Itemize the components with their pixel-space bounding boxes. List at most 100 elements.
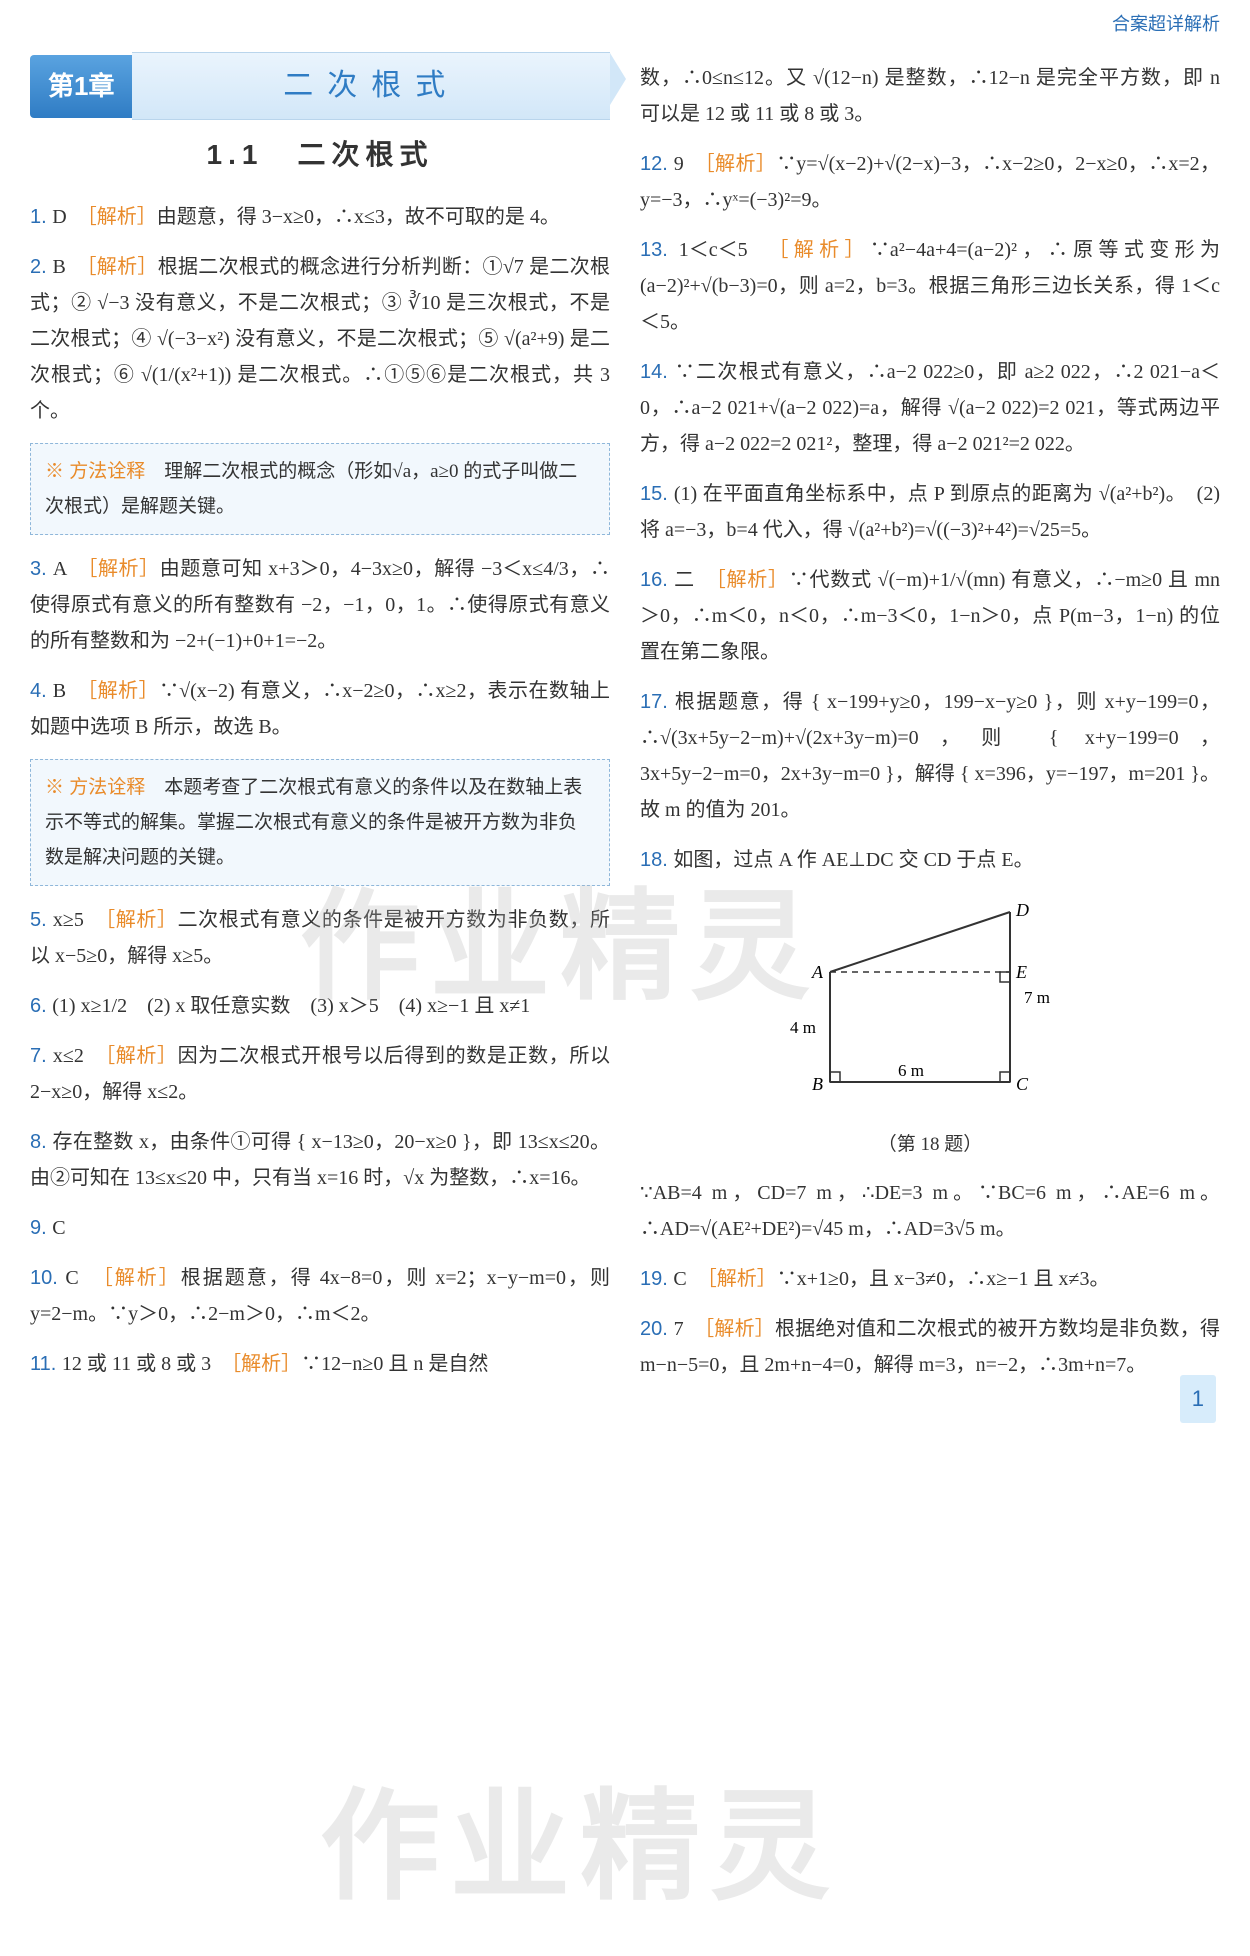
item-number: 1. <box>30 206 52 228</box>
item-body: (1) 在平面直角坐标系中，点 P 到原点的距离为 √(a²+b²)。 (2) … <box>640 483 1220 541</box>
item-body: ∵x+1≥0，且 x−3≠0，∴x≥−1 且 x≠3。 <box>777 1268 1110 1290</box>
item-body: 数，∴0≤n≤12。又 √(12−n) 是整数，∴12−n 是完全平方数，即 n… <box>640 67 1220 125</box>
solution-item: 3. A ［解析］由题意可知 x+3＞0，4−3x≥0，解得 −3＜x≤4/3，… <box>30 551 610 659</box>
item-number: 8. <box>30 1131 53 1153</box>
solution-item: 18. 如图，过点 A 作 AE⊥DC 交 CD 于点 E。 <box>640 842 1220 878</box>
item-number: 17. <box>640 691 675 713</box>
item-answer: B <box>53 680 87 702</box>
tip-box: 方法诠释 本题考查了二次根式有意义的条件以及在数轴上表示不等式的解集。掌握二次根… <box>30 759 610 886</box>
item-continuation: 数，∴0≤n≤12。又 √(12−n) 是整数，∴12−n 是完全平方数，即 n… <box>640 60 1220 132</box>
solution-item: 8. 存在整数 x，由条件①可得 { x−13≥0，20−x≥0 }，即 13≤… <box>30 1124 610 1196</box>
item-number: 11. <box>30 1353 62 1375</box>
item-answer: A <box>53 558 88 580</box>
solution-item: 6. (1) x≥1/2 (2) x 取任意实数 (3) x＞5 (4) x≥−… <box>30 988 610 1024</box>
solution-item: 15. (1) 在平面直角坐标系中，点 P 到原点的距离为 √(a²+b²)。 … <box>640 476 1220 548</box>
analysis-tag: ［解析］ <box>87 206 157 228</box>
item-number: 9. <box>30 1217 52 1239</box>
item-answer: 12 或 11 或 8 或 3 <box>62 1353 231 1375</box>
item-answer: x≥5 <box>53 909 105 931</box>
analysis-tag: ［解析］ <box>716 569 789 591</box>
right-column: 数，∴0≤n≤12。又 √(12−n) 是整数，∴12−n 是完全平方数，即 n… <box>640 60 1220 1396</box>
solution-item: 20. 7 ［解析］根据绝对值和二次根式的被开方数均是非负数，得 m−n−5=0… <box>640 1311 1220 1383</box>
solution-item: 10. C ［解析］根据题意，得 4x−8=0，则 x=2；x−y−m=0，则 … <box>30 1260 610 1332</box>
item-answer: 二 <box>674 569 716 591</box>
item-continuation: ∵AB=4 m，CD=7 m，∴DE=3 m。∵BC=6 m，∴AE=6 m。∴… <box>640 1175 1220 1247</box>
section-title: 1.1 二次根式 <box>30 130 610 180</box>
svg-text:D: D <box>1015 900 1029 920</box>
item-body: 由题意，得 3−x≥0，∴x≤3，故不可取的是 4。 <box>157 206 560 228</box>
right-item-list: 数，∴0≤n≤12。又 √(12−n) 是整数，∴12−n 是完全平方数，即 n… <box>640 60 1220 1382</box>
solution-item: 9. C <box>30 1210 610 1246</box>
item-number: 19. <box>640 1268 673 1290</box>
page-columns: 第1章 二次根式 1.1 二次根式 1. D ［解析］由题意，得 3−x≥0，∴… <box>0 40 1250 1436</box>
chapter-badge: 第1章 <box>30 55 132 118</box>
solution-item: 16. 二 ［解析］∵代数式 √(−m)+1/√(mn) 有意义，∴−m≥0 且… <box>640 562 1220 670</box>
item-answer: 1＜c＜5 <box>679 239 779 261</box>
item-answer: B <box>53 256 87 278</box>
item-body: 如图，过点 A 作 AE⊥DC 交 CD 于点 E。 <box>673 849 1033 871</box>
item-body: 根据题意，得 { x−199+y≥0，199−x−y≥0 }，则 x+y−199… <box>640 691 1220 821</box>
tip-box: 方法诠释 理解二次根式的概念（形如√a，a≥0 的式子叫做二次根式）是解题关键。 <box>30 443 610 535</box>
item-number: 2. <box>30 256 53 278</box>
item-number: 13. <box>640 239 679 261</box>
analysis-tag: ［解析］ <box>87 680 159 702</box>
left-column: 第1章 二次根式 1.1 二次根式 1. D ［解析］由题意，得 3−x≥0，∴… <box>30 60 610 1396</box>
item-number: 16. <box>640 569 674 591</box>
solution-item: 11. 12 或 11 或 8 或 3 ［解析］∵12−n≥0 且 n 是自然 <box>30 1346 610 1382</box>
figure-q18: A B C D E 4 m 7 m 6 m （第 18 题） <box>640 892 1220 1162</box>
svg-text:C: C <box>1016 1074 1029 1094</box>
page-number: 1 <box>1180 1375 1216 1423</box>
item-answer: C <box>52 1217 85 1239</box>
analysis-tag: ［解析］ <box>705 153 777 175</box>
item-body: ∵12−n≥0 且 n 是自然 <box>301 1353 488 1375</box>
item-body: (1) x≥1/2 (2) x 取任意实数 (3) x＞5 (4) x≥−1 且… <box>52 995 530 1017</box>
item-answer: D <box>52 206 86 228</box>
solution-item: 2. B ［解析］根据二次根式的概念进行分析判断：①√7 是二次根式；② √−3… <box>30 249 610 429</box>
svg-text:7 m: 7 m <box>1024 988 1050 1007</box>
watermark: 作业精灵 <box>320 1740 840 1956</box>
item-answer: 9 <box>674 153 705 175</box>
solution-item: 17. 根据题意，得 { x−199+y≥0，199−x−y≥0 }，则 x+y… <box>640 684 1220 828</box>
svg-text:E: E <box>1015 962 1027 982</box>
svg-text:B: B <box>812 1074 823 1094</box>
left-item-list: 1. D ［解析］由题意，得 3−x≥0，∴x≤3，故不可取的是 4。2. B … <box>30 199 610 1383</box>
analysis-tag: ［解析］ <box>105 1045 177 1067</box>
analysis-tag: ［解析］ <box>231 1353 301 1375</box>
analysis-tag: ［解析］ <box>778 239 870 261</box>
analysis-tag: ［解析］ <box>704 1318 775 1340</box>
solution-item: 7. x≤2 ［解析］因为二次根式开根号以后得到的数是正数，所以 2−x≥0，解… <box>30 1038 610 1110</box>
item-number: 6. <box>30 995 52 1017</box>
item-number: 20. <box>640 1318 674 1340</box>
solution-item: 12. 9 ［解析］∵y=√(x−2)+√(2−x)−3，∴x−2≥0，2−x≥… <box>640 146 1220 218</box>
item-body: 存在整数 x，由条件①可得 { x−13≥0，20−x≥0 }，即 13≤x≤2… <box>30 1131 610 1189</box>
item-body: ∵AB=4 m，CD=7 m，∴DE=3 m。∵BC=6 m，∴AE=6 m。∴… <box>640 1182 1220 1240</box>
item-number: 15. <box>640 483 674 505</box>
analysis-tag: ［解析］ <box>105 909 177 931</box>
tip-label: 方法诠释 <box>45 461 164 482</box>
item-number: 7. <box>30 1045 53 1067</box>
item-answer: C <box>673 1268 706 1290</box>
analysis-tag: ［解析］ <box>87 256 158 278</box>
svg-text:A: A <box>811 962 824 982</box>
item-body: 根据二次根式的概念进行分析判断：①√7 是二次根式；② √−3 没有意义，不是二… <box>30 256 610 422</box>
svg-text:4 m: 4 m <box>790 1018 816 1037</box>
item-number: 14. <box>640 361 675 383</box>
solution-item: 4. B ［解析］∵√(x−2) 有意义，∴x−2≥0，∴x≥2，表示在数轴上如… <box>30 673 610 745</box>
chapter-banner: 第1章 二次根式 <box>30 60 610 112</box>
svg-text:6 m: 6 m <box>898 1061 924 1080</box>
tip-label: 方法诠释 <box>45 777 164 798</box>
item-number: 3. <box>30 558 53 580</box>
item-number: 12. <box>640 153 674 175</box>
item-number: 4. <box>30 680 53 702</box>
item-answer: x≤2 <box>53 1045 105 1067</box>
item-number: 5. <box>30 909 53 931</box>
solution-item: 13. 1＜c＜5 ［解析］∵a²−4a+4=(a−2)²，∴原等式变形为 (a… <box>640 232 1220 340</box>
item-number: 18. <box>640 849 673 871</box>
analysis-tag: ［解析］ <box>707 1268 777 1290</box>
header-breadcrumb: 合案超详解析 <box>0 0 1250 40</box>
item-number: 10. <box>30 1267 65 1289</box>
figure-caption: （第 18 题） <box>640 1128 1220 1162</box>
solution-item: 1. D ［解析］由题意，得 3−x≥0，∴x≤3，故不可取的是 4。 <box>30 199 610 235</box>
chapter-title: 二次根式 <box>132 52 610 120</box>
item-body: ∵二次根式有意义，∴a−2 022≥0，即 a≥2 022，∴2 021−a＜0… <box>640 361 1220 455</box>
